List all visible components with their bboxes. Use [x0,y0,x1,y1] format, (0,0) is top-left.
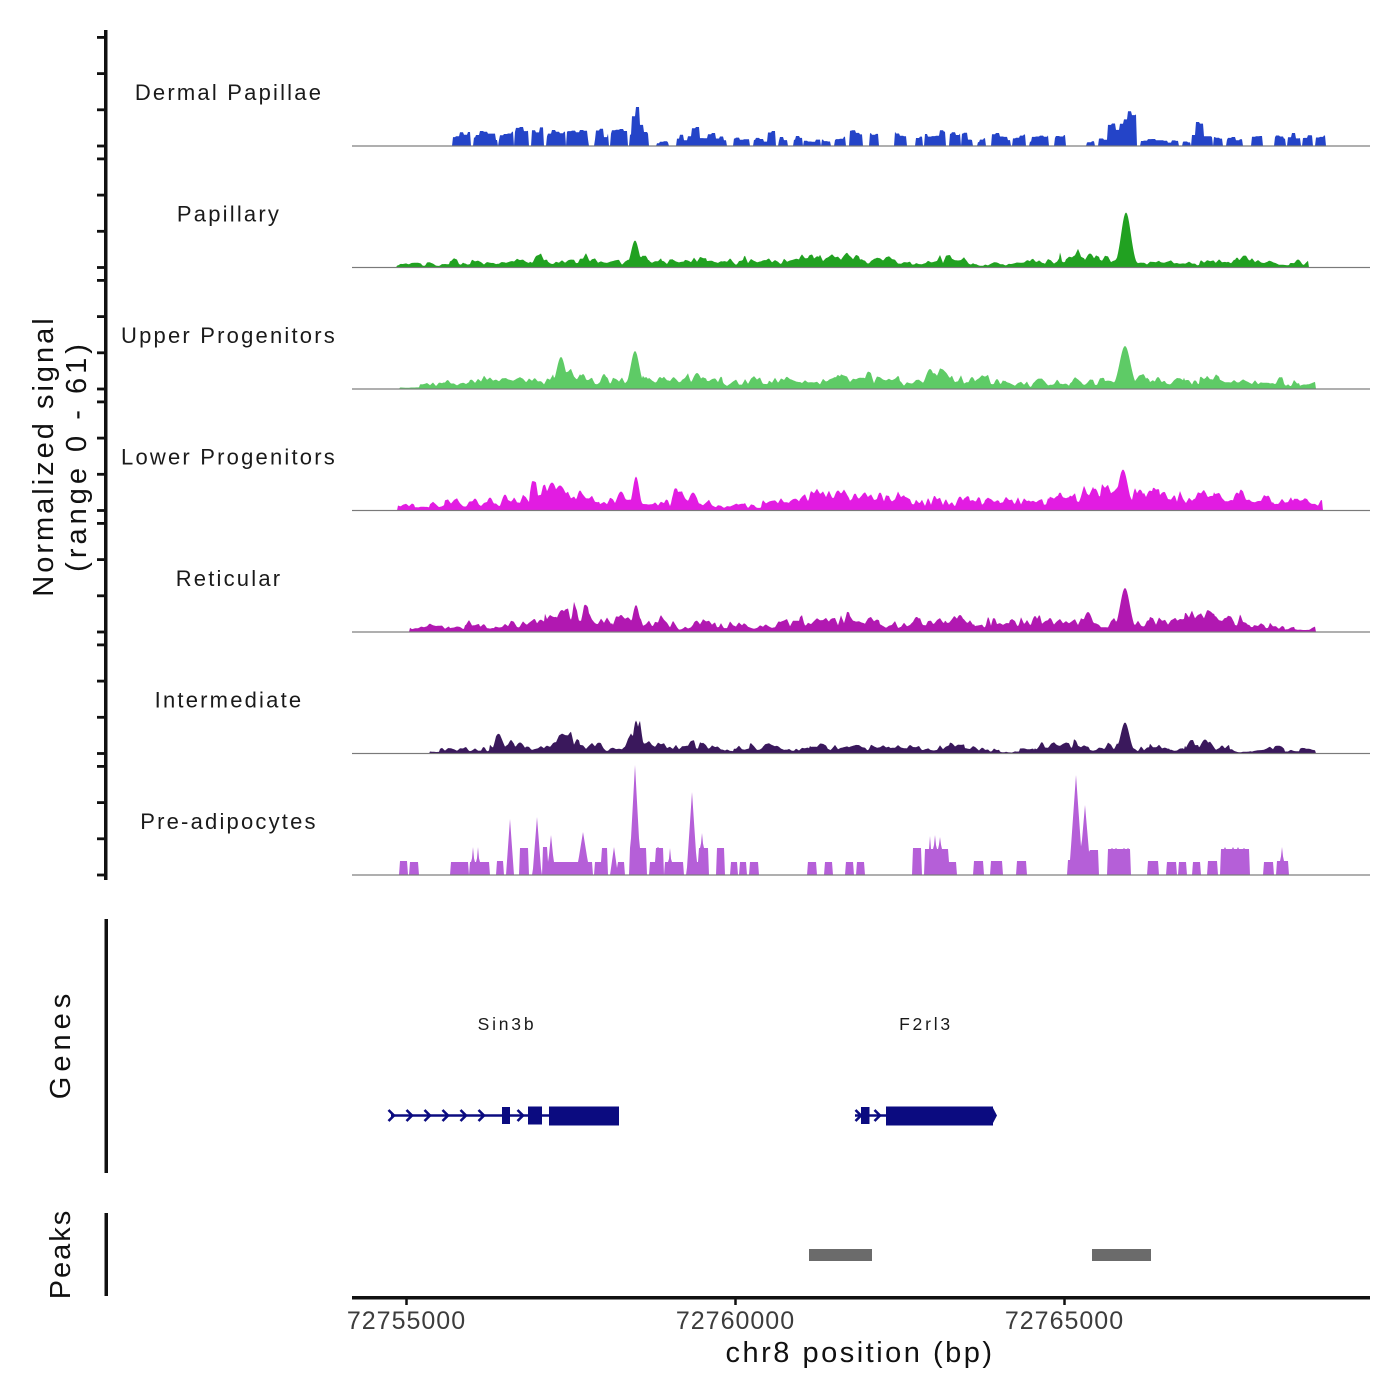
svg-text:chr8 position (bp): chr8 position (bp) [725,1337,994,1369]
svg-text:Sin3b: Sin3b [478,1014,537,1034]
svg-text:72755000: 72755000 [347,1307,466,1335]
svg-text:Upper Progenitors: Upper Progenitors [121,323,337,348]
svg-text:Genes: Genes [45,989,77,1099]
svg-text:72760000: 72760000 [676,1307,795,1335]
svg-text:Intermediate: Intermediate [155,688,304,713]
svg-text:Peaks: Peaks [45,1209,77,1300]
svg-text:Lower Progenitors: Lower Progenitors [121,445,337,470]
svg-text:72765000: 72765000 [1005,1307,1124,1335]
svg-text:Pre-adipocytes: Pre-adipocytes [140,809,318,834]
svg-text:Papillary: Papillary [177,202,281,227]
svg-text:(range 0 - 61): (range 0 - 61) [61,340,93,572]
svg-text:F2rl3: F2rl3 [899,1014,953,1034]
svg-text:Reticular: Reticular [176,566,283,591]
svg-text:Normalized signal: Normalized signal [28,315,60,597]
svg-text:Dermal Papillae: Dermal Papillae [135,80,323,105]
